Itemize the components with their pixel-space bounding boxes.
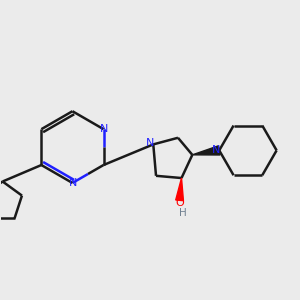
Text: N: N: [146, 138, 154, 148]
Text: N: N: [69, 178, 77, 188]
Text: N: N: [100, 124, 108, 134]
Polygon shape: [192, 146, 220, 155]
Polygon shape: [176, 178, 183, 201]
Text: N: N: [212, 146, 220, 155]
Text: O: O: [175, 198, 184, 208]
Text: H: H: [178, 208, 186, 218]
